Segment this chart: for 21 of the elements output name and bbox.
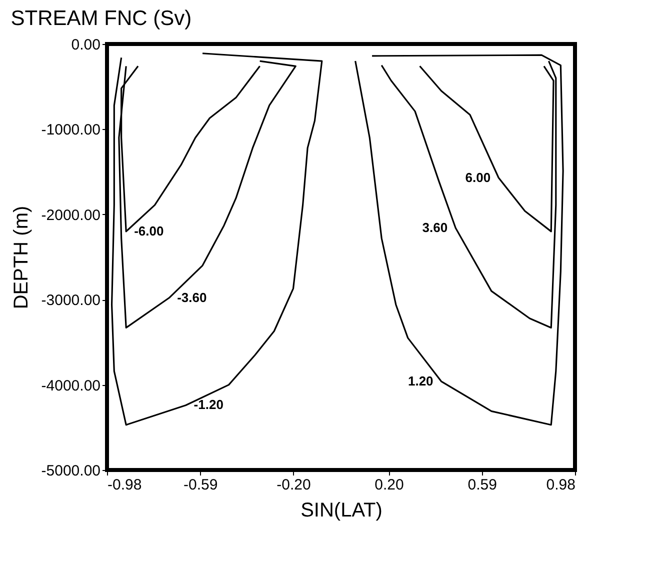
series-label: -3.60 <box>177 290 207 305</box>
x-tick-label: -0.98 <box>108 476 142 494</box>
y-tick-label: -3000.00 <box>41 292 100 310</box>
x-tick-label: 0.98 <box>546 476 576 494</box>
y-tick-label: -5000.00 <box>41 462 100 480</box>
series-label: 6.00 <box>465 170 491 185</box>
series-label: 3.60 <box>422 220 448 236</box>
x-tick-label: -0.59 <box>184 476 218 494</box>
y-axis-title: DEPTH (m) <box>10 206 32 310</box>
series-label: -1.20 <box>194 397 224 412</box>
y-tick-label: -1000.00 <box>41 122 100 139</box>
y-tick-label: -4000.00 <box>41 377 100 394</box>
x-tick-label: 0.20 <box>374 476 404 494</box>
y-tick-label: -2000.00 <box>41 206 100 224</box>
y-tick-label: 0.00 <box>71 36 100 54</box>
x-tick-label: -0.20 <box>276 476 311 494</box>
x-axis-title: SIN(LAT) <box>300 500 382 522</box>
series-label: -6.00 <box>134 223 164 238</box>
x-tick-label: 0.59 <box>468 476 497 494</box>
series-label: 1.20 <box>408 373 434 388</box>
chart-title: STREAM FNC (Sv) <box>10 7 192 30</box>
